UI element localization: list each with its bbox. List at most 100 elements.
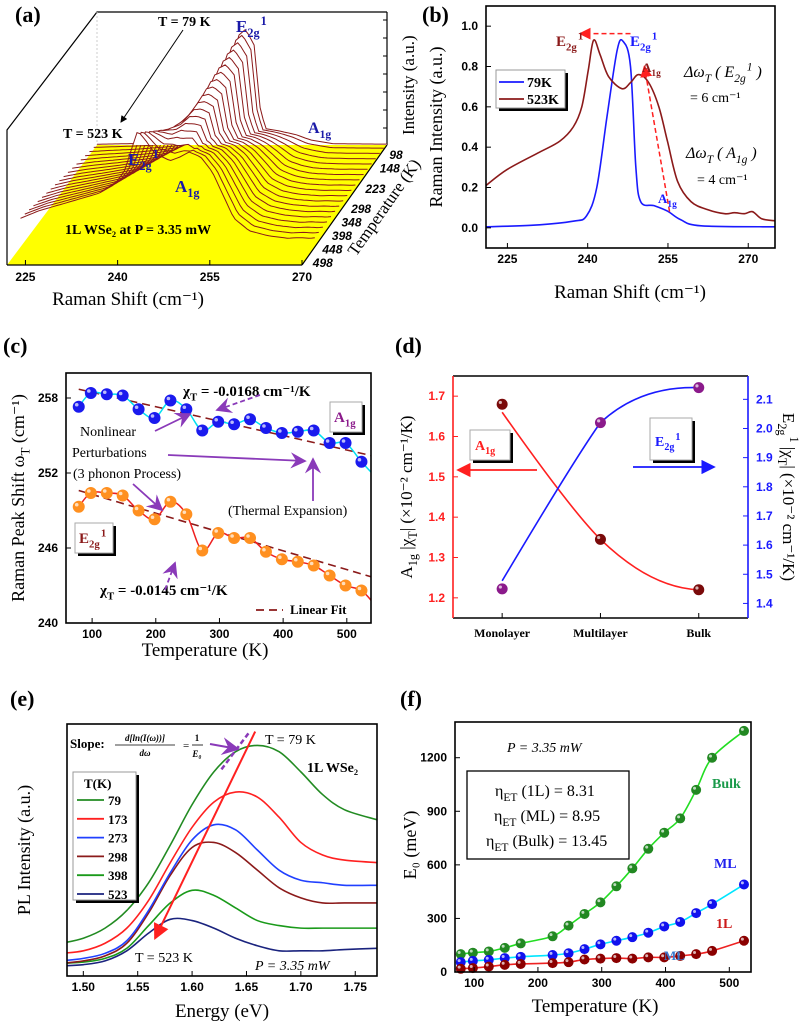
- data-point-E2g1: [228, 532, 241, 544]
- marker-highlight: [581, 946, 585, 950]
- box-edge: [6, 11, 387, 265]
- spectrum-curve-398: [41, 122, 336, 213]
- series-line-523K: [67, 917, 377, 967]
- text-run: χ: [182, 384, 191, 400]
- text-run: ( E: [711, 64, 734, 81]
- x-tick-label: 270: [292, 270, 312, 284]
- data-point-A1g: [72, 400, 85, 413]
- data-point-E2g1: [355, 584, 368, 597]
- data-point-ML: [643, 927, 654, 938]
- subscript: 2g: [775, 423, 789, 435]
- annotation-chi-e2g: χT = -0.0145 cm⁻¹/K: [99, 583, 228, 603]
- label-box: [329, 401, 363, 433]
- data-point-E2g1: [148, 513, 161, 526]
- series-label-A1g: A1g: [475, 439, 495, 457]
- marker-highlight: [118, 391, 123, 396]
- x-tick-label: 1.55: [126, 980, 150, 994]
- y-tick-label: 258: [38, 391, 58, 405]
- data-point-Bulk: [611, 881, 622, 892]
- subscript: 2g: [89, 539, 100, 551]
- series-line-79K: [67, 744, 377, 943]
- y-tick-label-right: 1.8: [756, 480, 773, 494]
- marker-highlight: [740, 881, 744, 885]
- x-tick-label: 1.50: [72, 980, 96, 994]
- x-tick-label: 200: [146, 627, 166, 641]
- data-point-A1g: [132, 403, 145, 416]
- x-tick-label: 1.60: [180, 980, 204, 994]
- text-run: A: [334, 410, 345, 426]
- subscript: 2g: [247, 26, 259, 40]
- depth-axis: [301, 144, 388, 266]
- x-tick-label: 240: [108, 270, 128, 284]
- x-tick-label: 1.65: [235, 980, 259, 994]
- category-label: Bulk: [686, 626, 711, 640]
- data-point-E2g1: [275, 553, 288, 566]
- data-point-A1g: [693, 584, 705, 596]
- marker-highlight: [118, 491, 123, 496]
- marker-highlight: [629, 955, 633, 959]
- y-tick-label-left: 1.5: [428, 470, 445, 484]
- series-label-Bulk: Bulk: [712, 777, 741, 792]
- data-point-1L: [563, 957, 574, 968]
- series-label-overlap: ML: [664, 948, 685, 963]
- y-tick-label-left: 1.2: [428, 591, 445, 605]
- marker-highlight: [469, 957, 473, 961]
- marker-highlight: [457, 951, 461, 955]
- data-point-E2g1: [196, 544, 209, 557]
- text-run: (Bulk) = 13.45: [508, 833, 607, 850]
- data-point-Bulk: [691, 784, 702, 795]
- data-point-A1g: [244, 413, 257, 426]
- data-point-E2g1: [291, 555, 304, 568]
- annotation-nonlinear: (3 phonon Process): [73, 467, 181, 482]
- annotation-nonlinear: Nonlinear: [80, 425, 136, 440]
- y-tick-label: 1.0: [461, 19, 478, 33]
- subscript: 2g: [640, 42, 651, 54]
- subscript: 2g: [734, 73, 746, 85]
- data-point-E2g1: [339, 579, 352, 592]
- data-point-E2g1: [244, 532, 257, 544]
- data-point-1L: [611, 953, 622, 964]
- text-run: (1L) = 8.31: [517, 783, 594, 800]
- data-point-E2g1: [180, 508, 193, 521]
- marker-highlight: [629, 865, 633, 869]
- series-line-173K: [67, 791, 377, 954]
- peak-label-e2g-523K: E2g1: [556, 31, 583, 54]
- y-axis-label-right: E2g 1 |χT| (×10⁻² cm⁻¹/K): [775, 413, 801, 581]
- x-tick-label: 100: [464, 976, 484, 990]
- text-run: η: [495, 783, 503, 800]
- y-tick-label-right: 2.0: [756, 421, 773, 435]
- spectrum-curve-523: [20, 131, 315, 239]
- legend-label: Linear Fit: [290, 602, 347, 617]
- y-tick-label: 0: [440, 965, 447, 979]
- arrow: [120, 29, 184, 123]
- y-tick-label: 0.4: [461, 140, 478, 154]
- y-axis-label-left: A1g |χT| (×10⁻² cm⁻¹/K): [397, 416, 420, 579]
- subscript: 1g: [406, 554, 420, 566]
- marker-highlight: [102, 489, 107, 493]
- peak-label-e2g: E2g1: [128, 147, 159, 173]
- data-point-ML: [595, 939, 606, 950]
- data-point-A1g: [164, 394, 177, 407]
- marker-highlight: [645, 845, 649, 849]
- text-run: Δω: [683, 64, 705, 81]
- y-axis-label: E₀ (meV): [400, 811, 421, 880]
- y-tick-label-left: 1.6: [428, 430, 445, 444]
- marker-highlight: [262, 547, 266, 552]
- legend-box: [72, 771, 137, 901]
- subscript: T: [107, 591, 115, 603]
- annotation-arrow: [167, 452, 307, 469]
- data-point-E2g1: [259, 545, 272, 558]
- spectrum-fill: [132, 132, 149, 145]
- data-point-E2g1: [496, 583, 508, 595]
- marker-highlight: [693, 951, 697, 955]
- superscript: 1: [652, 31, 657, 43]
- marker-highlight: [581, 910, 585, 914]
- superscript: 1: [747, 61, 753, 73]
- marker-highlight: [182, 405, 187, 410]
- text-run: E: [556, 34, 566, 50]
- y-tick-label: 246: [38, 541, 58, 555]
- text-run: E: [655, 435, 664, 450]
- marker-highlight: [198, 546, 203, 551]
- marker-highlight: [613, 937, 617, 941]
- temperature-tick-label: 148: [380, 162, 400, 176]
